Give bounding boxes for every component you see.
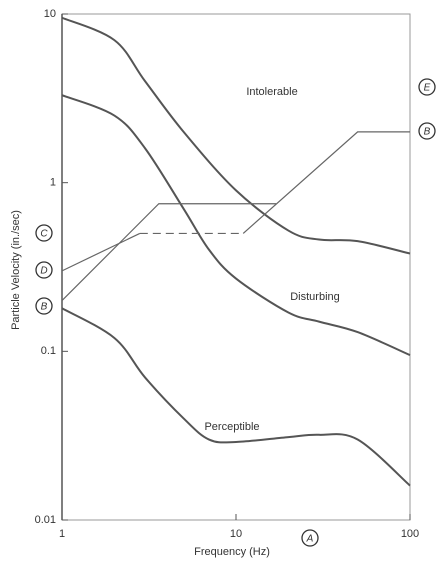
marker-circle — [35, 224, 53, 242]
y-tick-label: 1 — [50, 177, 56, 189]
marker-letter: D — [40, 266, 47, 277]
marker-circle — [301, 529, 319, 547]
curve — [61, 16, 411, 255]
x-tick-label: 10 — [230, 528, 242, 540]
x-tick-label: 100 — [401, 528, 419, 540]
curve-label: Intolerable — [246, 86, 297, 98]
marker-circle — [418, 122, 436, 140]
marker-letter: E — [424, 83, 431, 94]
curve-label: Disturbing — [290, 291, 340, 303]
criterion-line — [242, 131, 410, 234]
marker-letter: B — [424, 127, 431, 138]
x-axis-label: Frequency (Hz) — [194, 546, 270, 558]
curve-label: Perceptible — [204, 421, 259, 433]
y-tick-label: 0.1 — [41, 345, 56, 357]
marker-circle — [35, 297, 53, 315]
curve — [61, 307, 411, 487]
y-axis-label: Particle Velocity (in./sec) — [10, 210, 22, 330]
criterion-line — [61, 203, 277, 301]
plot-frame — [61, 13, 411, 521]
marker-circle — [418, 78, 436, 96]
marker-letter: B — [41, 302, 48, 313]
y-tick-label: 10 — [44, 8, 56, 20]
marker-circle — [35, 261, 53, 279]
curve — [61, 94, 411, 357]
marker-letter: C — [40, 229, 48, 240]
x-tick-label: 1 — [59, 528, 65, 540]
y-tick-label: 0.01 — [35, 514, 56, 526]
marker-letter: A — [306, 534, 314, 545]
criterion-line — [61, 232, 141, 272]
